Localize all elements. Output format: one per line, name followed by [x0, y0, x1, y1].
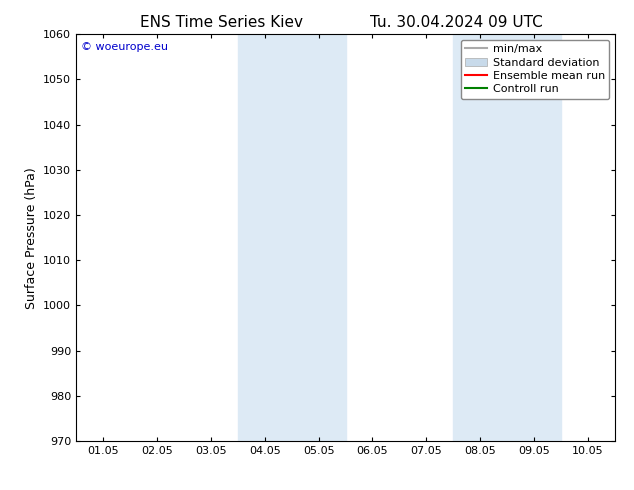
Legend: min/max, Standard deviation, Ensemble mean run, Controll run: min/max, Standard deviation, Ensemble me…	[460, 40, 609, 99]
Text: Tu. 30.04.2024 09 UTC: Tu. 30.04.2024 09 UTC	[370, 15, 543, 30]
Text: © woeurope.eu: © woeurope.eu	[81, 43, 169, 52]
Text: ENS Time Series Kiev: ENS Time Series Kiev	[140, 15, 304, 30]
Y-axis label: Surface Pressure (hPa): Surface Pressure (hPa)	[25, 167, 37, 309]
Bar	[453, 34, 507, 441]
Bar	[292, 34, 346, 441]
Bar	[507, 34, 561, 441]
Bar	[238, 34, 292, 441]
